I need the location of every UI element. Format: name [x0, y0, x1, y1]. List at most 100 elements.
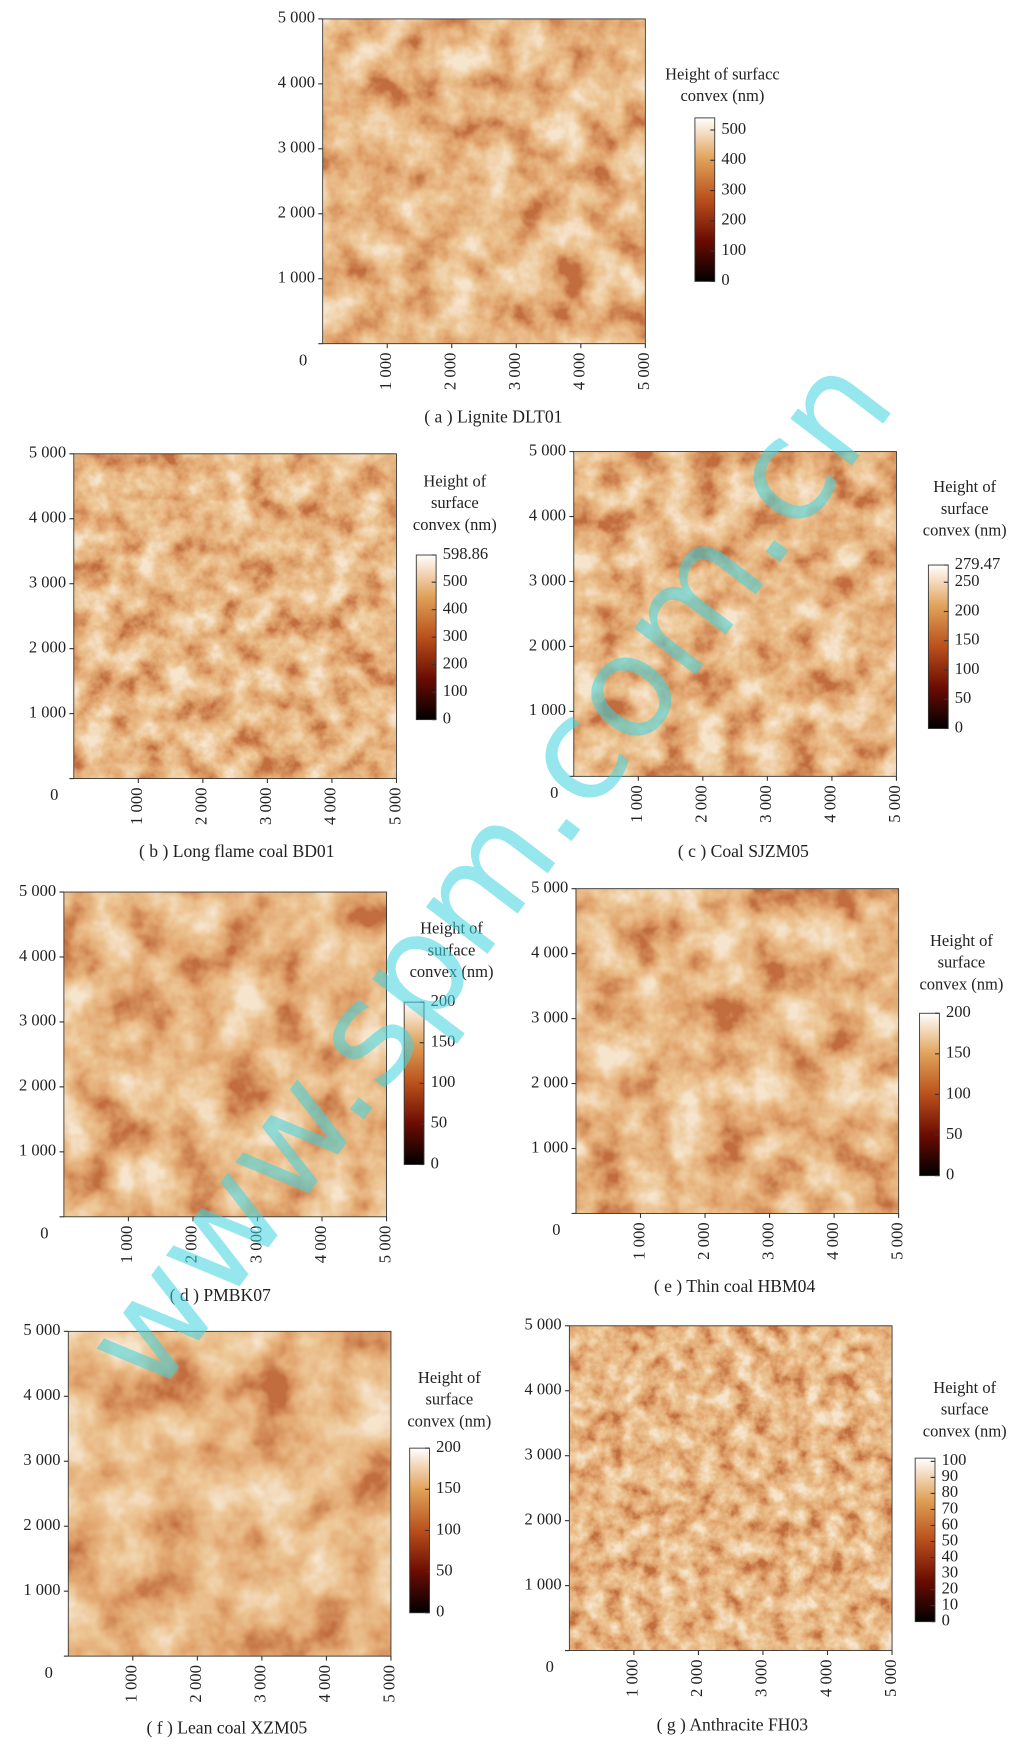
colorbar-title: surface — [941, 499, 989, 518]
afm-image — [68, 1331, 391, 1657]
y-tick-label: 2 000 — [23, 1515, 60, 1534]
colorbar-tick-label: 30 — [942, 1562, 959, 1581]
caption: ( g ) Anthracite FH03 — [657, 1714, 809, 1734]
colorbar-tick-label: 50 — [955, 688, 972, 707]
x-tick-label: 1 000 — [629, 1222, 648, 1260]
colorbar-tick-label: 100 — [942, 1450, 967, 1469]
caption: ( f ) Lean coal XZM05 — [146, 1718, 307, 1738]
colorbar-tick-label: 400 — [721, 149, 746, 168]
colorbar-tick-label: 150 — [946, 1043, 971, 1062]
colorbar-tick-label: 250 — [955, 571, 980, 590]
y-tick-label: 2 000 — [19, 1076, 56, 1095]
colorbar-tick-label: 0 — [431, 1153, 439, 1172]
y-tick-label: 5 000 — [29, 443, 66, 462]
image-frame — [322, 18, 646, 345]
x-tick-label: 2 000 — [692, 785, 711, 823]
colorbar-title: convex (nm) — [413, 515, 497, 534]
x-tick-label: 4 000 — [315, 1665, 334, 1703]
colorbar-tick-label: 200 — [431, 991, 456, 1010]
y-tick-label: 4 000 — [23, 1385, 60, 1404]
colorbar-tick-label: 150 — [436, 1478, 461, 1497]
image-frame — [575, 888, 900, 1214]
y-tick-label: 0 — [299, 350, 307, 369]
colorbar-tick-label: 0 — [436, 1602, 444, 1621]
y-tick-label: 0 — [552, 1220, 560, 1239]
colorbar-tick-label: 598.86 — [443, 544, 488, 563]
colorbar-tick-label: 200 — [436, 1437, 461, 1456]
x-tick-label: 5 000 — [888, 1222, 907, 1260]
colorbar — [694, 117, 716, 282]
x-tick-label: 2 000 — [192, 787, 211, 825]
colorbar-tick-label: 279.47 — [955, 554, 1000, 573]
colorbar-tick-label: 0 — [721, 270, 729, 289]
image-frame — [573, 451, 897, 777]
afm-image — [573, 451, 897, 777]
afm-image — [575, 888, 899, 1214]
image-frame — [67, 1330, 392, 1657]
y-tick-label: 1 000 — [19, 1141, 56, 1160]
x-tick-label: 5 000 — [634, 353, 653, 391]
y-tick-label: 2 000 — [531, 1072, 568, 1091]
afm-image — [569, 1325, 893, 1651]
y-tick-label: 0 — [45, 1663, 53, 1682]
y-tick-label: 5 000 — [524, 1315, 561, 1334]
y-tick-label: 5 000 — [531, 877, 568, 896]
colorbar-tick-label: 300 — [443, 626, 468, 645]
x-tick-label: 1 000 — [623, 1659, 642, 1697]
colorbar-tick-label: 0 — [955, 717, 963, 736]
colorbar-title: surface — [425, 1390, 473, 1409]
colorbar — [914, 1457, 936, 1623]
y-tick-label: 4 000 — [524, 1380, 561, 1399]
y-tick-label: 3 000 — [529, 570, 566, 589]
colorbar-title: surface — [941, 1400, 989, 1419]
colorbar-tick-label: 0 — [942, 1610, 950, 1629]
x-tick-label: 4 000 — [311, 1226, 330, 1264]
y-tick-label: 4 000 — [531, 942, 568, 961]
y-tick-label: 3 000 — [19, 1011, 56, 1030]
colorbar-title: Height of surfacc — [665, 64, 780, 83]
colorbar-tick-label: 20 — [942, 1578, 959, 1597]
y-tick-label: 0 — [550, 783, 558, 802]
colorbar-title: convex (nm) — [410, 962, 494, 981]
y-tick-label: 1 000 — [23, 1580, 60, 1599]
y-tick-label: 0 — [40, 1223, 48, 1242]
colorbar-tick-label: 200 — [946, 1002, 971, 1021]
x-tick-label: 3 000 — [505, 353, 524, 391]
colorbar-tick-label: 100 — [946, 1083, 971, 1102]
x-tick-label: 1 000 — [122, 1665, 141, 1703]
colorbar-tick-label: 0 — [946, 1164, 954, 1183]
colorbar-tick-label: 100 — [443, 681, 468, 700]
colorbar-title: convex (nm) — [923, 520, 1007, 539]
y-tick-label: 2 000 — [524, 1509, 561, 1528]
colorbar-title: convex (nm) — [407, 1411, 491, 1430]
image-frame — [73, 453, 397, 780]
y-tick-label: 4 000 — [278, 73, 315, 92]
x-tick-label: 2 000 — [186, 1665, 205, 1703]
colorbar-tick-label: 40 — [942, 1546, 959, 1565]
y-tick-label: 3 000 — [524, 1444, 561, 1463]
colorbar-tick-label: 90 — [942, 1466, 959, 1485]
y-tick-label: 4 000 — [29, 508, 66, 527]
colorbar-tick-label: 50 — [946, 1124, 963, 1143]
x-tick-label: 3 000 — [756, 785, 775, 823]
y-tick-label: 0 — [546, 1657, 554, 1676]
caption: ( b ) Long flame coal BD01 — [139, 841, 335, 861]
colorbar-title: surface — [431, 493, 479, 512]
y-tick-label: 4 000 — [529, 505, 566, 524]
x-tick-label: 5 000 — [385, 787, 404, 825]
x-tick-label: 3 000 — [256, 787, 275, 825]
colorbar-tick-label: 300 — [721, 179, 746, 198]
colorbar-title: convex (nm) — [919, 974, 1003, 993]
x-tick-label: 5 000 — [885, 785, 904, 823]
x-tick-label: 3 000 — [251, 1665, 270, 1703]
colorbar-tick-label: 50 — [436, 1560, 453, 1579]
x-tick-label: 4 000 — [321, 787, 340, 825]
colorbar-title: surface — [428, 940, 476, 959]
x-tick-label: 4 000 — [570, 353, 589, 391]
colorbar-tick-label: 100 — [431, 1072, 456, 1091]
colorbar-tick-label: 150 — [431, 1031, 456, 1050]
colorbar-title: convex (nm) — [680, 86, 764, 105]
y-tick-label: 5 000 — [23, 1320, 60, 1339]
caption: ( e ) Thin coal HBM04 — [654, 1276, 816, 1296]
